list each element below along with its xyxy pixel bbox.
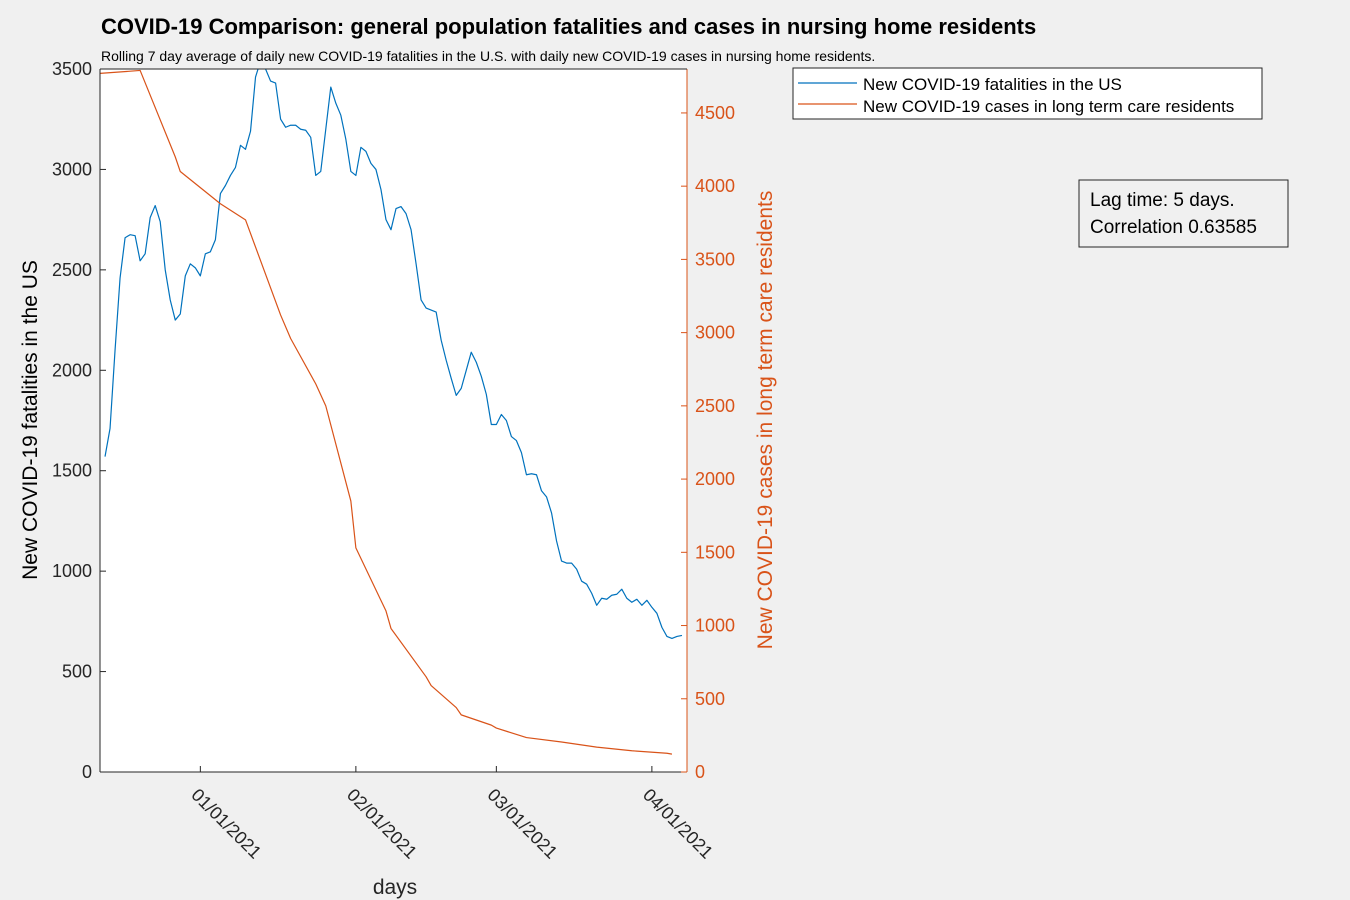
x-tick-label: 01/01/2021 — [187, 785, 265, 863]
x-tick-label: 02/01/2021 — [343, 785, 421, 863]
right-y-tick-label: 3500 — [695, 249, 735, 269]
annotation: Lag time: 5 days. Correlation 0.63585 — [1078, 179, 1289, 248]
right-y-tick-label: 1000 — [695, 616, 735, 636]
right-y-axis-label: New COVID-19 cases in long term care res… — [754, 191, 777, 650]
legend-entry-cases: New COVID-19 cases in long term care res… — [863, 97, 1234, 116]
legend-entry-fatalities: New COVID-19 fatalities in the US — [863, 75, 1122, 94]
annotation-box — [1078, 179, 1289, 248]
left-y-axis-label: New COVID-19 fatalities in the US — [19, 260, 42, 580]
left-y-tick-label: 3000 — [52, 159, 92, 179]
right-y-tick-label: 4000 — [695, 176, 735, 196]
annotation-correlation: Correlation 0.63585 — [1090, 217, 1257, 238]
series-line-fatalities — [104, 69, 683, 640]
annotation-lag-time: Lag time: 5 days. — [1090, 190, 1235, 211]
plot-area — [100, 69, 687, 772]
right-y-tick-label: 500 — [695, 689, 725, 709]
right-y-tick-label: 2500 — [695, 396, 735, 416]
series-layer — [100, 69, 683, 755]
legend: New COVID-19 fatalities in the US New CO… — [792, 67, 1263, 120]
right-y-tick-label: 1500 — [695, 542, 735, 562]
chart-title: COVID-19 Comparison: general population … — [101, 14, 1036, 39]
right-y-ticks: 0 500 1000 1500 2000 2500 3000 3500 4000 4500 — [681, 103, 735, 782]
left-y-tick-label: 500 — [62, 662, 92, 682]
chart-subtitle: Rolling 7 day average of daily new COVID… — [101, 48, 875, 64]
left-y-tick-label: 2500 — [52, 260, 92, 280]
legend-box — [792, 67, 1263, 120]
left-y-tick-label: 2000 — [52, 360, 92, 380]
left-y-ticks: 0 500 1000 1500 2000 2500 3000 3500 — [52, 59, 106, 782]
x-tick-label: 04/01/2021 — [639, 785, 717, 863]
x-ticks: 01/01/2021 02/01/2021 03/01/2021 04/01/2021 — [187, 766, 717, 863]
right-y-tick-label: 4500 — [695, 103, 735, 123]
left-y-tick-label: 1500 — [52, 461, 92, 481]
x-axis-label: days — [373, 876, 417, 899]
right-y-tick-label: 3000 — [695, 323, 735, 343]
left-y-tick-label: 3500 — [52, 59, 92, 79]
right-y-tick-label: 2000 — [695, 469, 735, 489]
left-y-tick-label: 0 — [82, 762, 92, 782]
x-tick-label: 03/01/2021 — [484, 785, 562, 863]
left-y-tick-label: 1000 — [52, 561, 92, 581]
series-line-cases — [100, 69, 673, 755]
right-y-tick-label: 0 — [695, 762, 705, 782]
